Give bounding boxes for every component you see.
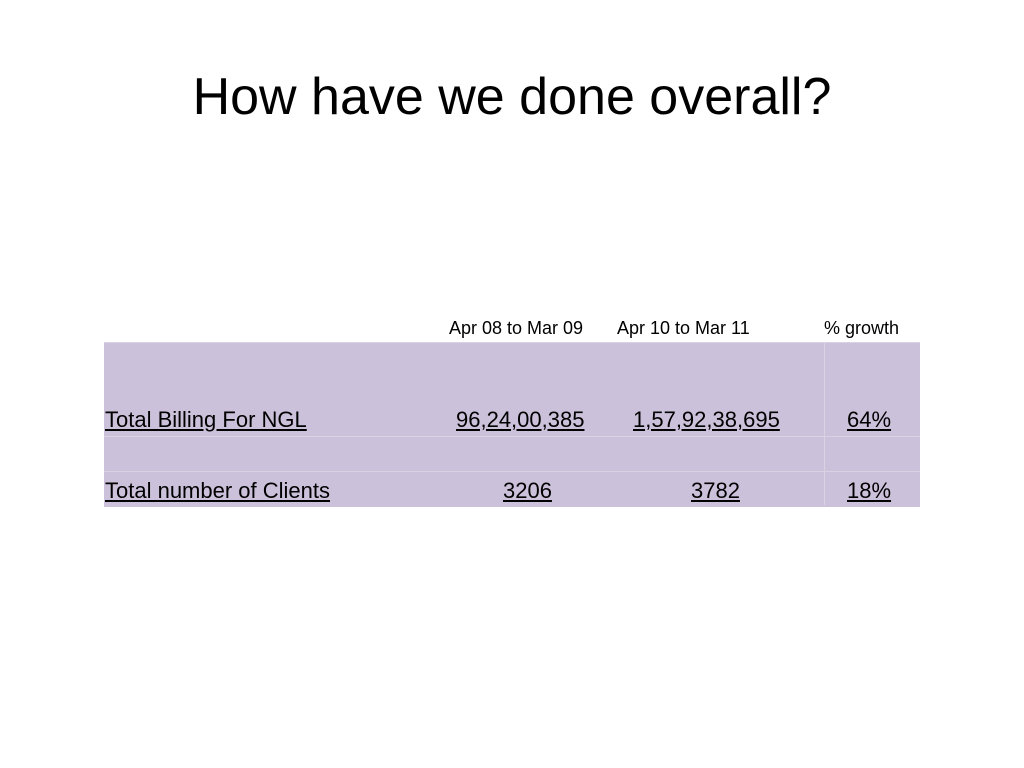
summary-table: Apr 08 to Mar 09 Apr 10 to Mar 11 % grow… xyxy=(104,313,920,507)
total-clients-apr10-link[interactable]: 3782 xyxy=(691,478,740,503)
header-growth: % growth xyxy=(824,318,900,338)
total-clients-growth-link[interactable]: 18% xyxy=(847,478,892,503)
slide-title: How have we done overall? xyxy=(192,68,832,126)
table-row-total-clients: Total number of Clients 3206 3782 18% xyxy=(104,471,920,507)
total-clients-label-link[interactable]: Total number of Clients xyxy=(105,478,330,503)
total-billing-growth-link[interactable]: 64% xyxy=(847,407,892,432)
table-row-spacer xyxy=(104,436,920,471)
growth-column-divider xyxy=(824,342,825,505)
total-billing-apr10-link[interactable]: 1,57,92,38,695 xyxy=(633,407,780,432)
header-apr08-mar09: Apr 08 to Mar 09 xyxy=(449,318,584,338)
total-billing-label-link[interactable]: Total Billing For NGL xyxy=(105,407,307,432)
total-billing-apr08-link[interactable]: 96,24,00,385 xyxy=(456,407,585,432)
table-header-row: Apr 08 to Mar 09 Apr 10 to Mar 11 % grow… xyxy=(104,313,920,342)
header-apr10-mar11: Apr 10 to Mar 11 xyxy=(617,318,750,338)
table-row-total-billing: Total Billing For NGL 96,24,00,385 1,57,… xyxy=(104,342,920,436)
total-clients-apr08-link[interactable]: 3206 xyxy=(503,478,552,503)
